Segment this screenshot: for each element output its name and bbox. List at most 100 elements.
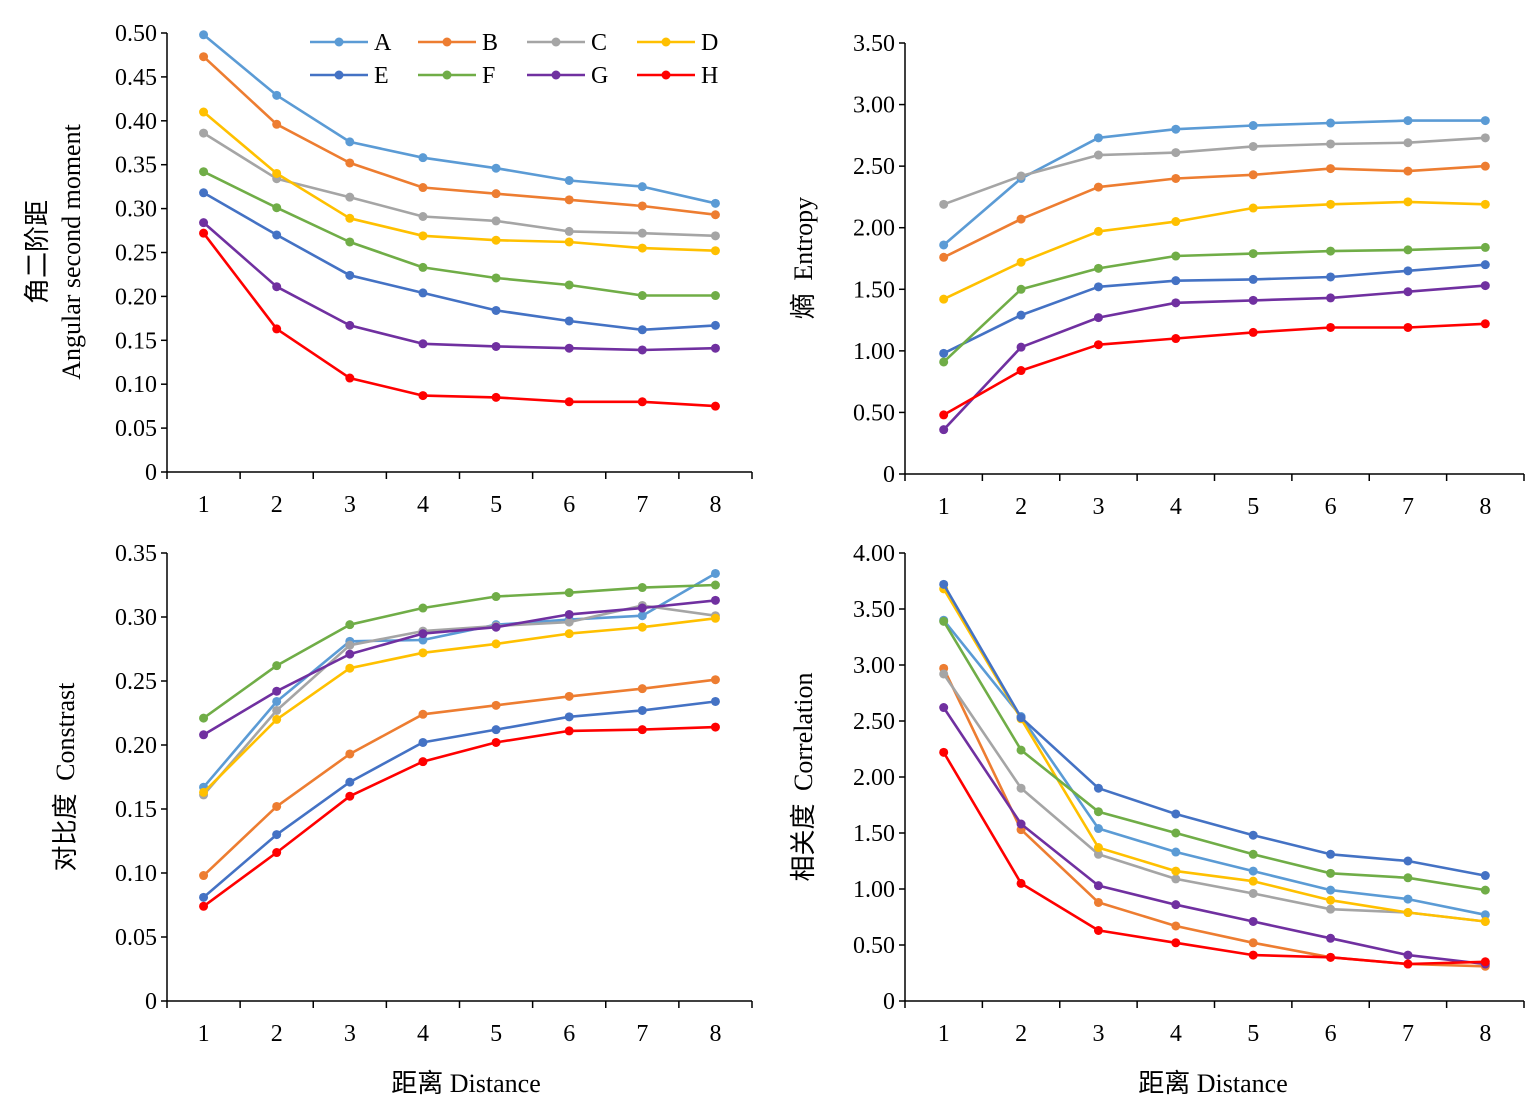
series-F [199, 167, 720, 301]
data-point [345, 270, 355, 280]
series-line [202, 678, 716, 877]
x-tick-label: 3 [344, 1021, 356, 1047]
y-tick-label: 0.35 [115, 153, 157, 179]
data-point [1403, 856, 1413, 866]
series-line [202, 583, 716, 720]
legend-marker [442, 37, 452, 47]
data-point [345, 749, 355, 759]
legend-marker [661, 37, 671, 47]
data-point [1171, 874, 1181, 884]
data-point [1326, 933, 1336, 943]
data-point [939, 616, 949, 626]
x-tick-label: 4 [1170, 494, 1182, 520]
x-tick-label: 2 [271, 1021, 283, 1047]
x-tick-label: 6 [563, 492, 575, 518]
data-point [1403, 322, 1413, 332]
data-point [939, 579, 949, 589]
data-point [1016, 745, 1026, 755]
y-tick-label: 0.30 [115, 605, 157, 631]
data-point [1326, 246, 1336, 256]
data-point [1480, 916, 1490, 926]
data-point [710, 401, 720, 411]
data-point [564, 397, 574, 407]
data-point [491, 216, 501, 226]
legend-item-H: H [637, 63, 718, 89]
data-point [1248, 274, 1258, 284]
x-tick-label: 1 [938, 1021, 950, 1047]
data-point [1480, 242, 1490, 252]
data-point [1093, 897, 1103, 907]
data-point [1248, 950, 1258, 960]
y-tick-label: 1.50 [853, 821, 895, 847]
data-point [491, 639, 501, 649]
panel-1: 0 0.05 0.10 0.15 0.20 0.25 0.30 0.35 0.40 0.45 0.5… [115, 21, 753, 518]
data-point [564, 316, 574, 326]
data-point [345, 663, 355, 673]
data-point [1248, 203, 1258, 213]
data-point [491, 592, 501, 602]
x-tick-label: 7 [1402, 1021, 1414, 1047]
data-point [272, 324, 282, 334]
panel-4-ylabel: 相关度 Correlation [789, 673, 818, 882]
data-point [939, 703, 949, 713]
legend-label: G [591, 63, 608, 89]
data-point [1480, 133, 1490, 143]
data-point [345, 213, 355, 223]
x-tick-label: 4 [417, 492, 429, 518]
series-line [943, 322, 1486, 417]
data-point [1480, 161, 1490, 171]
series-line [943, 263, 1486, 355]
data-point [345, 777, 355, 787]
legend-item-F: F [418, 63, 495, 89]
data-point [710, 246, 720, 256]
data-point [418, 339, 428, 349]
data-point [637, 291, 647, 301]
y-tick-label: 0.50 [115, 21, 157, 47]
data-point [1248, 295, 1258, 305]
data-point [1480, 910, 1490, 920]
series-line [943, 136, 1486, 206]
data-point [272, 801, 282, 811]
x-tick-label: 7 [636, 1021, 648, 1047]
data-point [199, 107, 209, 117]
series-line [203, 170, 716, 297]
y-tick-label: 0.15 [115, 328, 157, 354]
data-point [710, 198, 720, 208]
y-tick-label: 0 [145, 989, 157, 1015]
series-H [199, 722, 720, 911]
y-tick-label: 2.50 [853, 154, 895, 180]
data-point [1326, 904, 1336, 914]
data-point [272, 705, 282, 715]
y-tick-label: 0.30 [115, 197, 157, 223]
data-point [1093, 783, 1103, 793]
legend-item-C: C [527, 30, 607, 56]
data-point [1171, 847, 1181, 857]
y-tick-label: 0.25 [115, 669, 157, 695]
x-tick-label: 7 [636, 492, 648, 518]
data-point [1171, 251, 1181, 261]
legend-marker [334, 70, 344, 80]
data-point [1480, 260, 1490, 270]
data-point [939, 357, 949, 367]
legend-item-G: G [527, 63, 608, 89]
data-point [418, 231, 428, 241]
data-point [1480, 319, 1490, 329]
data-point [1093, 263, 1103, 273]
legend-label: D [701, 30, 718, 56]
data-point [1093, 807, 1103, 817]
y-tick-label: 0.25 [115, 241, 157, 267]
data-point [1016, 257, 1026, 267]
series-line [942, 619, 1486, 917]
data-point [418, 603, 428, 613]
y-tick-label: 0.45 [115, 65, 157, 91]
data-point [1403, 908, 1413, 918]
data-point [1093, 282, 1103, 292]
series-line [202, 191, 716, 332]
data-point [345, 320, 355, 330]
x-tick-label: 2 [271, 492, 283, 518]
data-point [1093, 182, 1103, 192]
data-point [345, 620, 355, 630]
x-tick-label: 1 [198, 1021, 210, 1047]
data-point [418, 709, 428, 719]
y-tick-label: 3.50 [853, 597, 895, 623]
